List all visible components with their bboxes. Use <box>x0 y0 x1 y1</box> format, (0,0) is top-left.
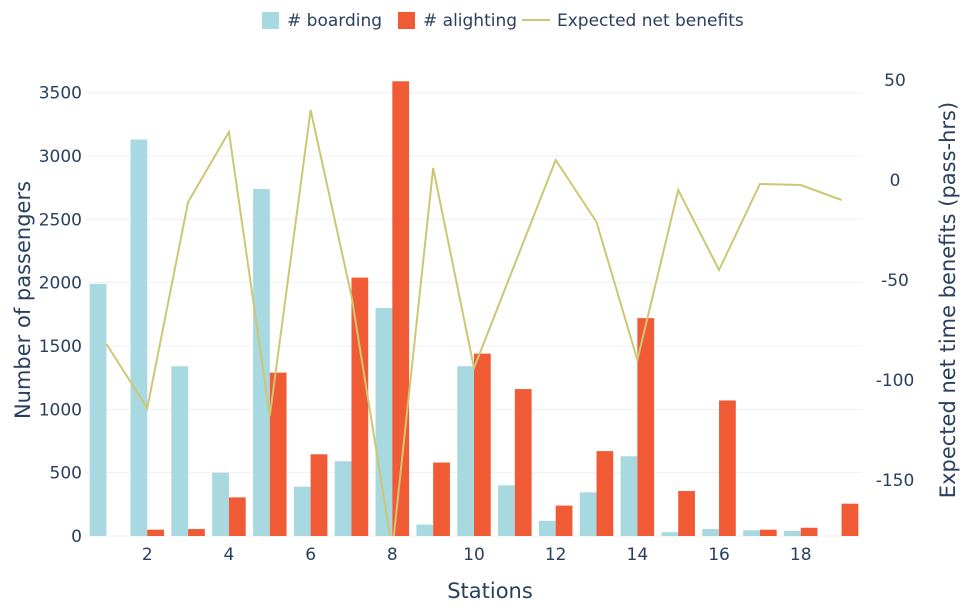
legend[interactable]: # boarding # alighting Expected net bene… <box>262 11 744 31</box>
bar-alighting-17[interactable] <box>759 529 777 536</box>
bar-boarding-16[interactable] <box>702 529 720 536</box>
y-tick-label: 0 <box>71 527 82 547</box>
x-tick-label: 10 <box>463 545 485 565</box>
bar-alighting-3[interactable] <box>188 529 205 536</box>
bar-boarding-4[interactable] <box>212 472 229 536</box>
net-benefits-series[interactable] <box>105 109 842 550</box>
y-tick-label: 500 <box>50 464 82 484</box>
bar-alighting-15[interactable] <box>678 491 695 536</box>
legend-label-alighting[interactable]: # alighting <box>423 11 517 31</box>
y2-tick-label: 0 <box>890 171 901 191</box>
y2-tick-label: -150 <box>876 471 915 491</box>
bar-alighting-8[interactable] <box>392 81 410 537</box>
y-tick-label: 3000 <box>39 147 82 167</box>
legend-swatch-alighting <box>398 12 415 29</box>
y2-axis-ticks: -150 -100 -50 0 50 <box>876 71 915 491</box>
x-axis-title: Stations <box>447 579 533 603</box>
bar-alighting-6[interactable] <box>310 454 328 536</box>
y-tick-label: 2000 <box>39 274 82 294</box>
bar-boarding-17[interactable] <box>743 530 760 536</box>
y2-tick-label: -50 <box>881 271 909 291</box>
bar-alighting-11[interactable] <box>514 389 532 536</box>
x-tick-label: 4 <box>224 545 235 565</box>
y2-tick-label: -100 <box>876 371 915 391</box>
legend-label-net-benefits[interactable]: Expected net benefits <box>557 11 744 31</box>
bar-boarding-15[interactable] <box>661 532 679 536</box>
bar-boarding-2[interactable] <box>130 139 148 537</box>
bar-alighting-14[interactable] <box>637 318 655 536</box>
bar-boarding-8[interactable] <box>375 308 393 536</box>
bar-boarding-18[interactable] <box>783 530 801 536</box>
bar-boarding-12[interactable] <box>538 520 556 536</box>
x-tick-label: 2 <box>142 545 153 565</box>
x-tick-label: 18 <box>790 545 812 565</box>
y-axis-title: Number of passengers <box>11 181 35 419</box>
bar-boarding-9[interactable] <box>416 524 434 536</box>
legend-label-boarding[interactable]: # boarding <box>287 11 382 31</box>
y-tick-label: 2500 <box>39 210 82 230</box>
bar-boarding-14[interactable] <box>620 456 638 536</box>
bar-alighting-4[interactable] <box>228 497 246 536</box>
bar-boarding-10[interactable] <box>457 366 474 536</box>
bar-alighting-7[interactable] <box>351 277 369 536</box>
bar-alighting-19[interactable] <box>841 503 859 536</box>
bar-alighting-18[interactable] <box>800 527 818 536</box>
y2-tick-label: 50 <box>884 71 906 91</box>
bars <box>89 81 859 537</box>
y-tick-label: 3500 <box>39 84 82 104</box>
bar-alighting-12[interactable] <box>555 505 573 536</box>
x-tick-label: 12 <box>545 545 567 565</box>
net-benefits-line <box>105 109 842 550</box>
y2-axis-title: Expected net time benefits (pass-hrs) <box>936 102 960 498</box>
x-tick-label: 16 <box>708 545 730 565</box>
x-axis-ticks: 2 4 6 8 10 12 14 16 18 <box>142 545 812 565</box>
x-tick-label: 6 <box>305 545 316 565</box>
bar-alighting-10[interactable] <box>474 353 491 536</box>
y-axis-ticks: 0 500 1000 1500 2000 2500 3000 3500 <box>39 84 82 547</box>
bar-alighting-2[interactable] <box>147 529 165 536</box>
legend-swatch-boarding <box>262 12 279 29</box>
y-tick-label: 1500 <box>39 337 82 357</box>
bar-boarding-13[interactable] <box>579 492 597 536</box>
bar-boarding-7[interactable] <box>334 461 352 536</box>
y-tick-label: 1000 <box>39 400 82 420</box>
bar-boarding-3[interactable] <box>171 366 189 536</box>
bar-boarding-6[interactable] <box>293 486 311 536</box>
bar-boarding-1[interactable] <box>89 283 107 536</box>
bar-alighting-5[interactable] <box>269 372 287 536</box>
x-tick-label: 8 <box>387 545 398 565</box>
bar-alighting-16[interactable] <box>719 400 736 536</box>
x-tick-label: 14 <box>627 545 649 565</box>
bar-alighting-13[interactable] <box>596 451 614 536</box>
bar-boarding-11[interactable] <box>498 485 515 536</box>
bar-alighting-9[interactable] <box>433 462 450 536</box>
